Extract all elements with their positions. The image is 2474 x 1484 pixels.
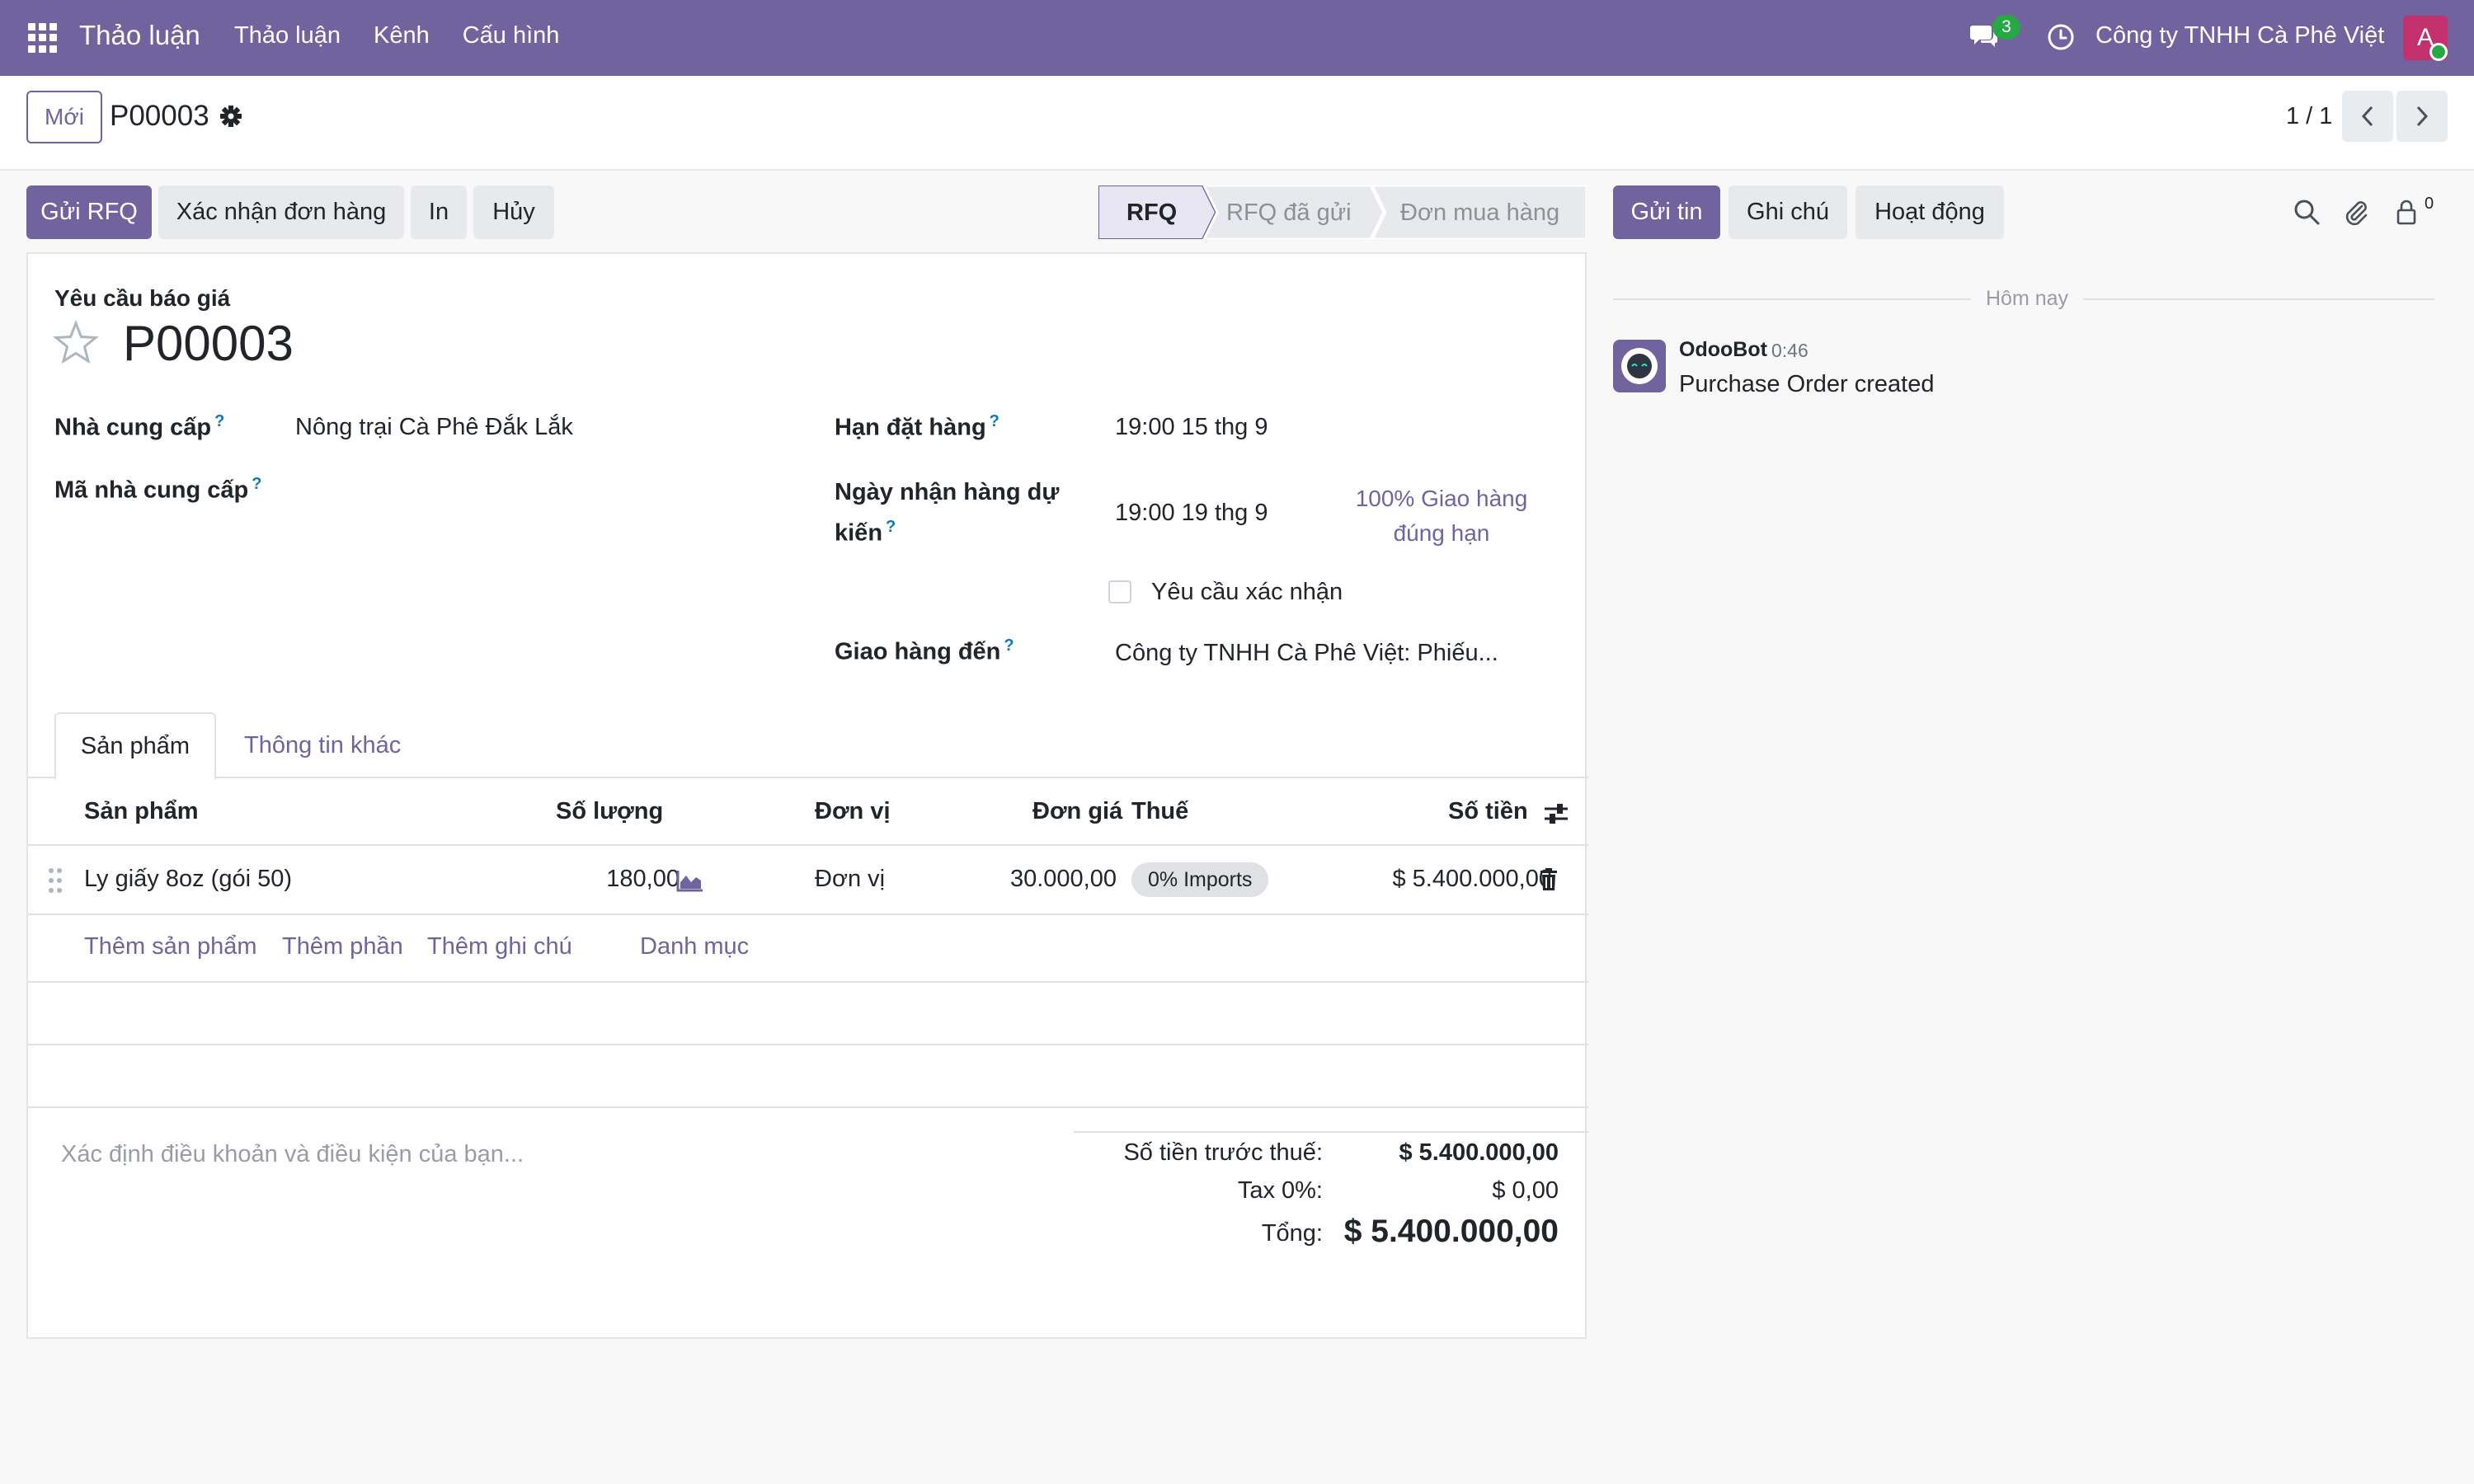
notebook-tabs: Sản phẩm Thông tin khác: [28, 712, 1588, 780]
terms-conditions-input[interactable]: Xác định điều khoản và điều kiện của bạn…: [61, 1141, 524, 1167]
form-sheet: Yêu cầu báo giá P00003 Nhà cung cấp? Nôn…: [26, 252, 1588, 1339]
pager-value[interactable]: 1 / 1: [2286, 103, 2333, 129]
expected-arrival-label: Ngày nhận hàng dự kiến?: [835, 479, 1060, 547]
message-body: Purchase Order created: [1679, 371, 1935, 397]
add-lines-row: Thêm sản phẩm Thêm phần Thêm ghi chú Dan…: [28, 915, 1588, 983]
vendor-label: Nhà cung cấp?: [54, 412, 225, 441]
tax-tag[interactable]: 0% Imports: [1131, 862, 1269, 897]
table-row[interactable]: Ly giấy 8oz (gói 50) 180,00 Đơn vị 30.00…: [28, 846, 1588, 915]
deliver-to-field[interactable]: Công ty TNHH Cà Phê Việt: Phiếu...: [1115, 640, 1498, 666]
star-icon[interactable]: [53, 320, 99, 366]
tab-products[interactable]: Sản phẩm: [54, 712, 216, 780]
order-deadline-label: Hạn đặt hàng?: [835, 412, 999, 441]
log-note-button[interactable]: Ghi chú: [1729, 186, 1847, 239]
line-uom[interactable]: Đơn vị: [815, 866, 886, 892]
message-time: 0:46: [1771, 340, 1808, 361]
catalog-link[interactable]: Danh mục: [640, 933, 750, 960]
stage-purchase-order[interactable]: Đơn mua hàng: [1400, 200, 1560, 226]
chevron-right-icon: [2416, 106, 2429, 127]
tax-amount-value: $ 0,00: [1492, 1177, 1559, 1204]
followers-lock-icon[interactable]: [2393, 198, 2421, 226]
stage-rfq[interactable]: RFQ: [1126, 200, 1178, 226]
paperclip-icon[interactable]: [2342, 198, 2370, 226]
drag-handle-icon[interactable]: [48, 867, 63, 894]
deliver-to-label: Giao hàng đến?: [835, 636, 1014, 665]
line-quantity[interactable]: 180,00: [606, 866, 680, 892]
new-button[interactable]: Mới: [26, 91, 102, 143]
chevron-left-icon: [2361, 106, 2373, 127]
add-note-link[interactable]: Thêm ghi chú: [427, 933, 572, 960]
add-product-link[interactable]: Thêm sản phẩm: [84, 933, 257, 960]
column-taxes[interactable]: Thuế: [1131, 798, 1189, 824]
help-tooltip-icon[interactable]: ?: [252, 475, 262, 493]
status-bar-arrows: [1098, 186, 1587, 239]
apps-grid-icon[interactable]: [28, 23, 58, 53]
breadcrumb-record-name: P00003: [110, 100, 209, 132]
totals-divider: [1074, 1131, 1588, 1133]
activity-clock-icon[interactable]: [2047, 23, 2075, 51]
menu-item-configuration[interactable]: Cấu hình: [462, 22, 560, 49]
line-product[interactable]: Ly giấy 8oz (gói 50): [84, 866, 293, 892]
company-switcher[interactable]: Công ty TNHH Cà Phê Việt: [2095, 22, 2385, 49]
search-icon[interactable]: [2293, 198, 2321, 226]
total-amount-value: $ 5.400.000,00: [1343, 1214, 1559, 1249]
order-lines-header: Sản phẩm Số lượng Đơn vị Đơn giá Thuế Số…: [28, 778, 1588, 846]
stage-rfq-sent[interactable]: RFQ đã gửi: [1226, 200, 1352, 226]
robot-icon: [1621, 348, 1658, 384]
date-separator-label: Hôm nay: [1971, 287, 2084, 311]
followers-count: 0: [2425, 195, 2434, 213]
order-deadline-field[interactable]: 19:00 15 thg 9: [1115, 414, 1268, 440]
empty-table-row: [28, 1045, 1588, 1108]
column-product[interactable]: Sản phẩm: [84, 798, 199, 824]
pager-next-button[interactable]: [2396, 91, 2448, 142]
line-unit-price[interactable]: 30.000,00: [1009, 866, 1117, 892]
top-navbar: Thảo luận Thảo luận Kênh Cấu hình 3 Công…: [0, 0, 2474, 76]
forecast-chart-icon[interactable]: [676, 869, 704, 892]
vendor-reference-label: Mã nhà cung cấp?: [54, 475, 262, 504]
tab-other-info[interactable]: Thông tin khác: [244, 731, 402, 758]
control-panel: Mới P00003 1 / 1: [0, 76, 2474, 171]
add-section-link[interactable]: Thêm phần: [282, 933, 403, 960]
column-unit-price[interactable]: Đơn giá: [1032, 798, 1123, 824]
total-amount-label: Tổng:: [1261, 1220, 1323, 1247]
send-message-button[interactable]: Gửi tin: [1613, 186, 1720, 239]
untaxed-amount-label: Số tiền trước thuế:: [1123, 1139, 1323, 1166]
online-status-dot: [2429, 43, 2448, 61]
vendor-field[interactable]: Nông trại Cà Phê Đắk Lắk: [295, 414, 573, 440]
untaxed-amount-value: $ 5.400.000,00: [1399, 1139, 1559, 1166]
confirm-order-button[interactable]: Xác nhận đơn hàng: [158, 186, 404, 239]
on-time-delivery-link[interactable]: 100% Giao hàng đúng hạn: [1355, 486, 1528, 546]
column-uom[interactable]: Đơn vị: [815, 798, 891, 824]
cancel-button[interactable]: Hủy: [473, 186, 554, 239]
line-subtotal: $ 5.400.000,00: [1392, 866, 1552, 892]
form-subtitle: Yêu cầu báo giá: [54, 285, 231, 311]
help-tooltip-icon[interactable]: ?: [886, 518, 896, 536]
column-subtotal[interactable]: Số tiền: [1448, 798, 1528, 824]
print-button[interactable]: In: [411, 186, 467, 239]
optional-columns-icon[interactable]: [1542, 800, 1570, 828]
help-tooltip-icon[interactable]: ?: [1004, 636, 1014, 655]
ask-confirmation-label: Yêu cầu xác nhận: [1151, 579, 1343, 605]
messages-icon[interactable]: [1969, 23, 1999, 49]
message-author[interactable]: OdooBot: [1679, 338, 1767, 361]
activities-button[interactable]: Hoạt động: [1856, 186, 2004, 239]
help-tooltip-icon[interactable]: ?: [989, 412, 999, 430]
menu-item-discuss[interactable]: Thảo luận: [234, 22, 341, 49]
send-rfq-button[interactable]: Gửi RFQ: [26, 186, 152, 239]
pager-previous-button[interactable]: [2342, 91, 2393, 142]
menu-item-channels[interactable]: Kênh: [374, 22, 430, 49]
gear-icon[interactable]: [219, 105, 242, 128]
tax-amount-label: Tax 0%:: [1237, 1177, 1323, 1204]
empty-table-row: [28, 983, 1588, 1045]
trash-icon[interactable]: [1539, 867, 1559, 892]
column-quantity[interactable]: Số lượng: [556, 798, 664, 824]
record-title: P00003: [123, 316, 294, 371]
app-name[interactable]: Thảo luận: [79, 20, 200, 50]
messages-count-badge: 3: [1992, 15, 2020, 40]
odoobot-avatar: [1613, 340, 1666, 392]
main-menu: Thảo luận Kênh Cấu hình: [234, 22, 559, 49]
ask-confirmation-checkbox[interactable]: [1108, 580, 1131, 603]
help-tooltip-icon[interactable]: ?: [214, 412, 225, 430]
expected-arrival-field[interactable]: 19:00 19 thg 9: [1115, 500, 1268, 526]
